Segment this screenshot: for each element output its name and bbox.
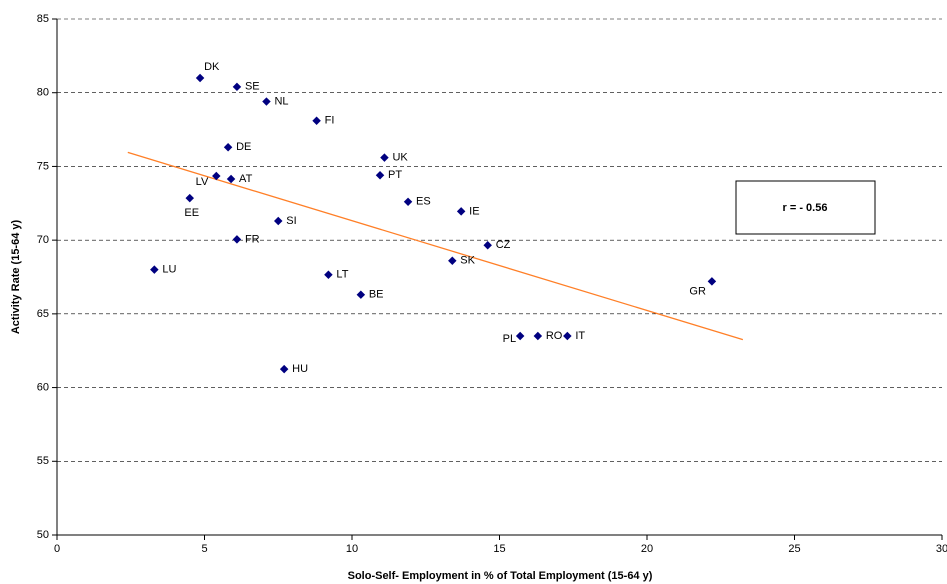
x-axis-title: Solo-Self- Employment in % of Total Empl…	[348, 570, 653, 582]
point-label: PT	[388, 169, 402, 181]
point	[356, 290, 366, 299]
point	[226, 174, 236, 184]
x-tick-label: 15	[493, 543, 505, 555]
y-tick-label: 70	[37, 234, 49, 246]
point	[312, 116, 321, 125]
point-label: EE	[184, 207, 199, 219]
point	[232, 82, 242, 92]
point-label: ES	[416, 196, 431, 208]
x-tick-label: 10	[346, 543, 358, 555]
y-tick-label: 65	[37, 308, 49, 320]
point	[262, 97, 271, 106]
point	[515, 331, 525, 341]
point	[195, 73, 205, 83]
x-tick-label: 5	[201, 543, 207, 555]
point-label: FR	[245, 233, 260, 245]
point-label: SE	[245, 81, 260, 93]
point	[212, 171, 221, 181]
point	[403, 197, 413, 207]
y-tick-label: 50	[37, 529, 49, 541]
point	[223, 143, 233, 152]
trendline	[127, 151, 744, 341]
point-label: DK	[204, 61, 220, 73]
point	[533, 331, 543, 341]
point-label: LV	[196, 176, 209, 188]
annotation-box	[735, 180, 876, 235]
point	[279, 364, 289, 374]
point-label: FI	[325, 115, 335, 127]
point-label: UK	[392, 151, 408, 163]
point	[380, 153, 389, 162]
annotation: r = - 0.56	[783, 202, 828, 214]
y-tick-label: 75	[37, 160, 49, 172]
x-tick-label: 0	[54, 543, 60, 555]
point	[150, 265, 159, 274]
y-tick-label: 60	[37, 381, 49, 393]
point	[707, 277, 717, 286]
y-axis-title: Activity Rate (15-64 y)	[10, 220, 22, 335]
point	[232, 235, 242, 244]
point-label: PL	[503, 333, 516, 345]
point-label: AT	[239, 173, 253, 185]
point-label: IT	[575, 330, 585, 342]
point	[274, 216, 283, 226]
point	[483, 241, 492, 250]
point-label: HU	[292, 363, 308, 375]
point	[448, 256, 457, 266]
x-tick-label: 25	[788, 543, 800, 555]
point	[375, 171, 385, 180]
x-tick-label: 30	[936, 543, 947, 555]
point	[185, 193, 194, 203]
x-tick-label: 20	[641, 543, 653, 555]
point-label: RO	[546, 330, 563, 342]
point-label: SK	[460, 255, 475, 267]
point-label: CZ	[496, 239, 511, 251]
point-label: IE	[469, 205, 479, 217]
y-tick-label: 85	[37, 13, 49, 25]
point	[324, 270, 333, 280]
point-label: BE	[369, 289, 384, 301]
point-label: LU	[162, 264, 176, 276]
point-label: NL	[274, 95, 288, 107]
point	[456, 207, 466, 216]
point-label: GR	[689, 285, 706, 297]
point-label: LT	[336, 269, 348, 281]
point-label: DE	[236, 141, 251, 153]
point-label: SI	[286, 215, 296, 227]
y-tick-label: 55	[37, 455, 49, 467]
point	[563, 331, 572, 341]
y-tick-label: 80	[37, 87, 49, 99]
